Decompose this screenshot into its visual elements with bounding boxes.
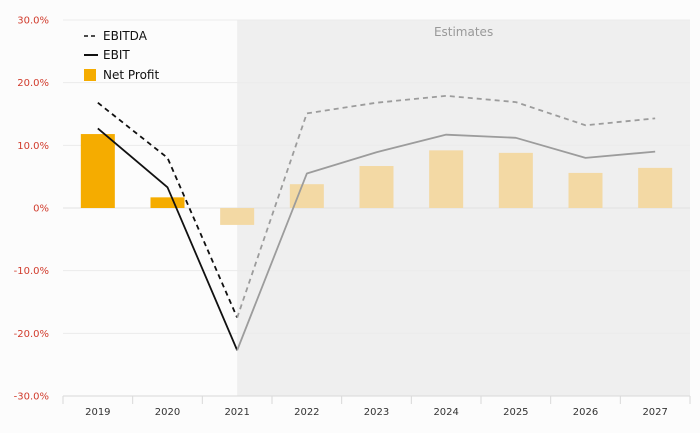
net-profit-bar [359,166,394,208]
series-lines [97,94,656,351]
net-profit-bar [498,152,533,208]
x-tick-label: 2026 [573,407,598,418]
x-tick-label: 2020 [155,407,180,418]
net-profit-bar [80,134,115,208]
legend-net-profit-label: Net Profit [103,68,159,82]
x-tick-label: 2022 [294,407,319,418]
x-tick-label: 2024 [433,407,458,418]
legend-net-profit-swatch [84,69,96,81]
x-tick-label: 2023 [364,407,389,418]
y-tick-label: -30.0% [14,392,49,403]
ebit-line-actual [97,127,238,351]
y-tick-label: 20.0% [17,78,49,89]
ebitda-line-actual [97,102,238,319]
x-tick-label: 2027 [642,407,667,418]
y-tick-label: -20.0% [14,329,49,340]
net-profit-bar [150,197,185,208]
estimates-label: Estimates [434,25,493,39]
net-profit-bar [220,208,255,225]
x-tick-label: 2019 [85,407,110,418]
legend-ebitda-label: EBITDA [103,29,148,43]
x-tick-label: 2025 [503,407,528,418]
net-profit-bar [429,150,464,208]
y-tick-label: -10.0% [14,266,49,277]
x-tick-label: 2021 [224,407,249,418]
legend-ebit-label: EBIT [103,48,130,62]
net-profit-bar [568,172,603,208]
ebit-line-estimate [236,133,656,351]
y-tick-label: 0% [33,204,49,215]
net-profit-bar [638,167,673,208]
net-profit-bar [289,184,324,208]
axes: 2019 2020 2021 2022 2023 2024 2025 2026 2027 [62,395,691,418]
y-tick-label: 10.0% [17,141,49,152]
net-profit-bars [80,134,673,225]
y-tick-label: 30.0% [17,16,49,27]
ebitda-line-estimate [236,94,656,318]
legend: EBITDA EBIT Net Profit [84,29,159,82]
